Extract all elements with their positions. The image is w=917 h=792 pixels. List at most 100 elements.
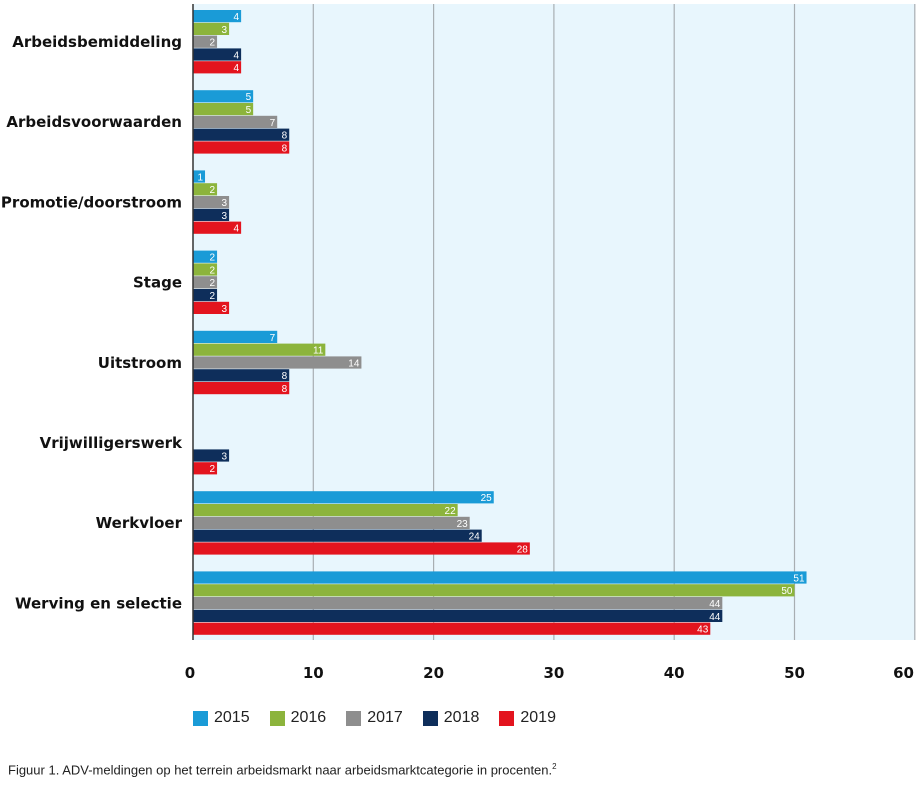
legend-item: 2015 xyxy=(193,709,250,727)
bar-value-label: 8 xyxy=(282,371,288,382)
category-labels: Arbeidsbemiddeling Arbeidsvoorwaarden Prom… xyxy=(1,33,183,612)
bar xyxy=(193,170,206,183)
bar xyxy=(193,263,218,276)
bar-value-label: 2 xyxy=(209,185,215,196)
bar-value-label: 2 xyxy=(209,253,215,264)
legend-label: 2015 xyxy=(214,709,250,726)
figure-caption: Figuur 1. ADV-meldingen op het terrein a… xyxy=(8,762,557,777)
bar-value-label: 8 xyxy=(282,143,288,154)
bar-chart: 4324455788123342222371114883225222324285… xyxy=(1,4,916,682)
legend-item: 2018 xyxy=(422,709,480,727)
category-label: Arbeidsvoorwaarden xyxy=(6,113,182,131)
category-label: Uitstroom xyxy=(98,354,182,372)
legend-label: 2018 xyxy=(443,709,480,726)
bar xyxy=(193,250,218,263)
bar-value-label: 11 xyxy=(313,346,324,357)
bar-value-label: 8 xyxy=(282,131,288,142)
bar xyxy=(193,208,230,221)
bar-value-label: 2 xyxy=(209,278,215,289)
caption-footnote: 2 xyxy=(552,762,557,771)
bar xyxy=(193,330,278,343)
bar-value-label: 5 xyxy=(246,92,252,103)
x-tick-label: 50 xyxy=(784,664,805,682)
bar-value-label: 51 xyxy=(793,573,805,584)
bar-value-label: 2 xyxy=(209,291,215,302)
bar-value-label: 2 xyxy=(209,265,215,276)
bar-value-label: 4 xyxy=(234,224,240,235)
bar xyxy=(193,141,290,154)
bar xyxy=(193,221,242,234)
bar xyxy=(193,504,458,517)
legend-swatch xyxy=(346,710,362,726)
bar-value-label: 1 xyxy=(197,172,203,183)
bar xyxy=(193,301,230,314)
bar xyxy=(193,183,218,196)
bar xyxy=(193,382,290,395)
legend-label: 2019 xyxy=(520,709,556,726)
bar-value-label: 7 xyxy=(270,118,276,129)
bar xyxy=(193,597,723,610)
bar-value-label: 14 xyxy=(348,358,360,369)
legend-item: 2017 xyxy=(346,709,403,727)
legend-swatch xyxy=(269,710,285,726)
bar-value-label: 43 xyxy=(697,625,709,636)
bar xyxy=(193,343,326,356)
bar-value-label: 7 xyxy=(270,333,276,344)
bar-value-label: 4 xyxy=(234,12,240,23)
x-tick-label: 10 xyxy=(303,664,324,682)
bar xyxy=(193,289,218,302)
category-label: Vrijwilligerswerk xyxy=(40,434,183,452)
bar-value-label: 23 xyxy=(457,519,469,530)
bar xyxy=(193,22,230,35)
bar xyxy=(193,462,218,475)
bar-value-labels: 4324455788123342222371114883225222324285… xyxy=(197,12,804,636)
bar xyxy=(193,276,218,289)
bar xyxy=(193,491,494,504)
legend-swatch xyxy=(193,710,208,726)
bar xyxy=(193,128,290,141)
bar-value-label: 4 xyxy=(234,50,240,61)
x-tick-label: 40 xyxy=(664,664,685,682)
legend-label: 2016 xyxy=(290,709,327,726)
bar xyxy=(193,90,254,103)
bar-value-label: 3 xyxy=(222,25,228,36)
bar-value-label: 4 xyxy=(234,63,240,74)
caption-text: Figuur 1. ADV-meldingen op het terrein a… xyxy=(8,762,553,778)
x-tick-label: 0 xyxy=(185,664,195,682)
bar-value-label: 3 xyxy=(222,304,228,315)
x-tick-label: 60 xyxy=(893,664,914,682)
bar xyxy=(193,529,482,542)
legend-swatch xyxy=(422,710,438,726)
legend-swatch xyxy=(499,710,515,726)
bar xyxy=(193,35,218,48)
bar xyxy=(193,10,242,23)
legend-item: 2016 xyxy=(269,709,327,727)
bar xyxy=(193,542,530,555)
bar xyxy=(193,584,795,597)
x-tick-labels: 0 10 20 30 40 50 60 xyxy=(185,664,914,682)
x-tick-label: 20 xyxy=(423,664,444,682)
bar-value-label: 5 xyxy=(246,105,252,116)
bar-value-label: 25 xyxy=(481,493,493,504)
category-label: Werving en selectie xyxy=(15,594,182,612)
bar xyxy=(193,622,711,635)
bar-value-label: 50 xyxy=(781,586,793,597)
bar xyxy=(193,356,362,369)
bar-value-label: 3 xyxy=(222,198,228,209)
bar xyxy=(193,103,254,116)
bar xyxy=(193,516,470,529)
bar xyxy=(193,609,723,622)
bar-value-label: 3 xyxy=(222,211,228,222)
bar xyxy=(193,571,807,584)
gridlines xyxy=(312,4,916,640)
bar xyxy=(193,115,278,128)
bar-value-label: 2 xyxy=(209,464,215,475)
bar xyxy=(193,196,230,209)
bar xyxy=(193,369,290,382)
legend: 2015 2016 2017 2018 2019 xyxy=(193,709,556,727)
legend-label: 2017 xyxy=(367,709,403,726)
bar xyxy=(193,61,242,74)
x-tick-label: 30 xyxy=(543,664,564,682)
bar-value-label: 2 xyxy=(209,38,215,49)
bar-value-label: 44 xyxy=(709,599,721,610)
